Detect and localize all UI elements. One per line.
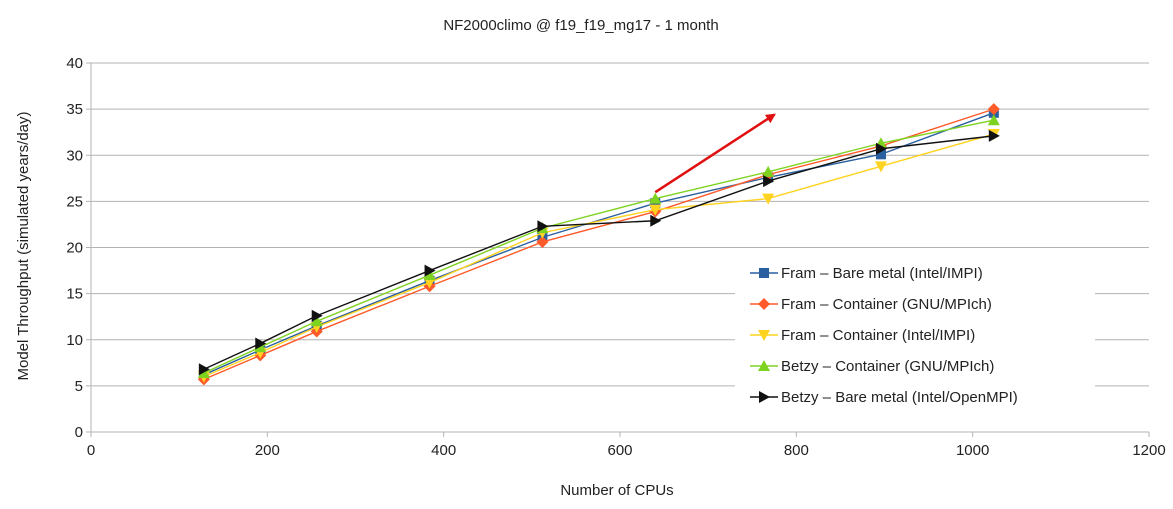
x-tick-label: 1200 [1132,442,1165,459]
y-tick-label: 5 [75,378,83,395]
data-point [536,235,549,248]
chart-title: NF2000climo @ f19_f19_mg17 - 1 month [443,17,718,34]
legend-swatch-marker [759,391,770,403]
data-point [424,264,436,277]
legend-background [735,255,1095,415]
data-point [649,204,662,216]
series-5 [198,129,1000,376]
y-tick-label: 0 [75,424,83,441]
annotation-arrow [654,113,776,194]
data-point [763,175,775,188]
data-point [650,214,662,227]
legend-label: Betzy – Bare metal (Intel/OpenMPI) [781,389,1018,406]
legend-entry: Fram – Container (Intel/IMPI) [750,327,975,344]
annotation-arrow-group [654,113,776,194]
x-tick-label: 400 [431,442,456,459]
x-tick-label: 0 [87,442,95,459]
data-point [537,220,549,233]
legend-entry: Fram – Bare metal (Intel/IMPI) [750,265,983,282]
y-tick-label: 30 [66,147,83,164]
y-tick-labels: 0 5 10 15 20 25 30 35 40 [66,55,83,441]
data-point [875,149,886,160]
x-tick-label: 800 [784,442,809,459]
data-point [423,269,436,281]
data-point [874,161,887,173]
data-point [649,192,662,204]
data-point [311,309,323,322]
x-tick-label: 600 [607,442,632,459]
data-point [987,103,1000,116]
legend-entry: Betzy – Bare metal (Intel/OpenMPI) [750,389,1018,406]
data-point [988,129,1000,142]
y-tick-label: 15 [66,286,83,303]
data-point [255,337,267,350]
axes [86,62,1150,437]
y-tick-label: 10 [66,332,83,349]
legend-swatch-marker [758,360,770,371]
y-tick-label: 40 [66,55,83,72]
legend-entry: Fram – Container (GNU/MPIch) [750,296,992,313]
legend-label: Fram – Container (Intel/IMPI) [781,327,975,344]
data-point [310,315,323,327]
legend-label: Fram – Bare metal (Intel/IMPI) [781,265,983,282]
legend: Fram – Bare metal (Intel/IMPI) Fram – Con… [735,255,1095,415]
legend-label: Betzy – Container (GNU/MPIch) [781,358,994,375]
data-point [762,165,775,177]
data-point [762,193,775,205]
data-point [198,363,210,376]
x-tick-label: 1000 [956,442,989,459]
legend-entry: Betzy – Container (GNU/MPIch) [750,358,994,375]
legend-swatch-marker [758,330,770,341]
data-point [987,114,1000,126]
legend-swatch-marker [759,268,769,278]
y-axis-label: Model Throughput (simulated years/day) [15,111,32,380]
y-tick-label: 20 [66,240,83,257]
x-tick-label: 200 [255,442,280,459]
x-axis-label: Number of CPUs [560,482,673,499]
x-tick-labels: 0 200 400 600 800 1000 1200 [87,442,1166,459]
data-point [423,277,436,289]
legend-label: Fram – Container (GNU/MPIch) [781,296,992,313]
legend-swatch-marker [758,298,770,310]
data-point [875,142,887,155]
y-tick-label: 35 [66,101,83,118]
series-group [197,103,1000,386]
y-tick-label: 25 [66,193,83,210]
